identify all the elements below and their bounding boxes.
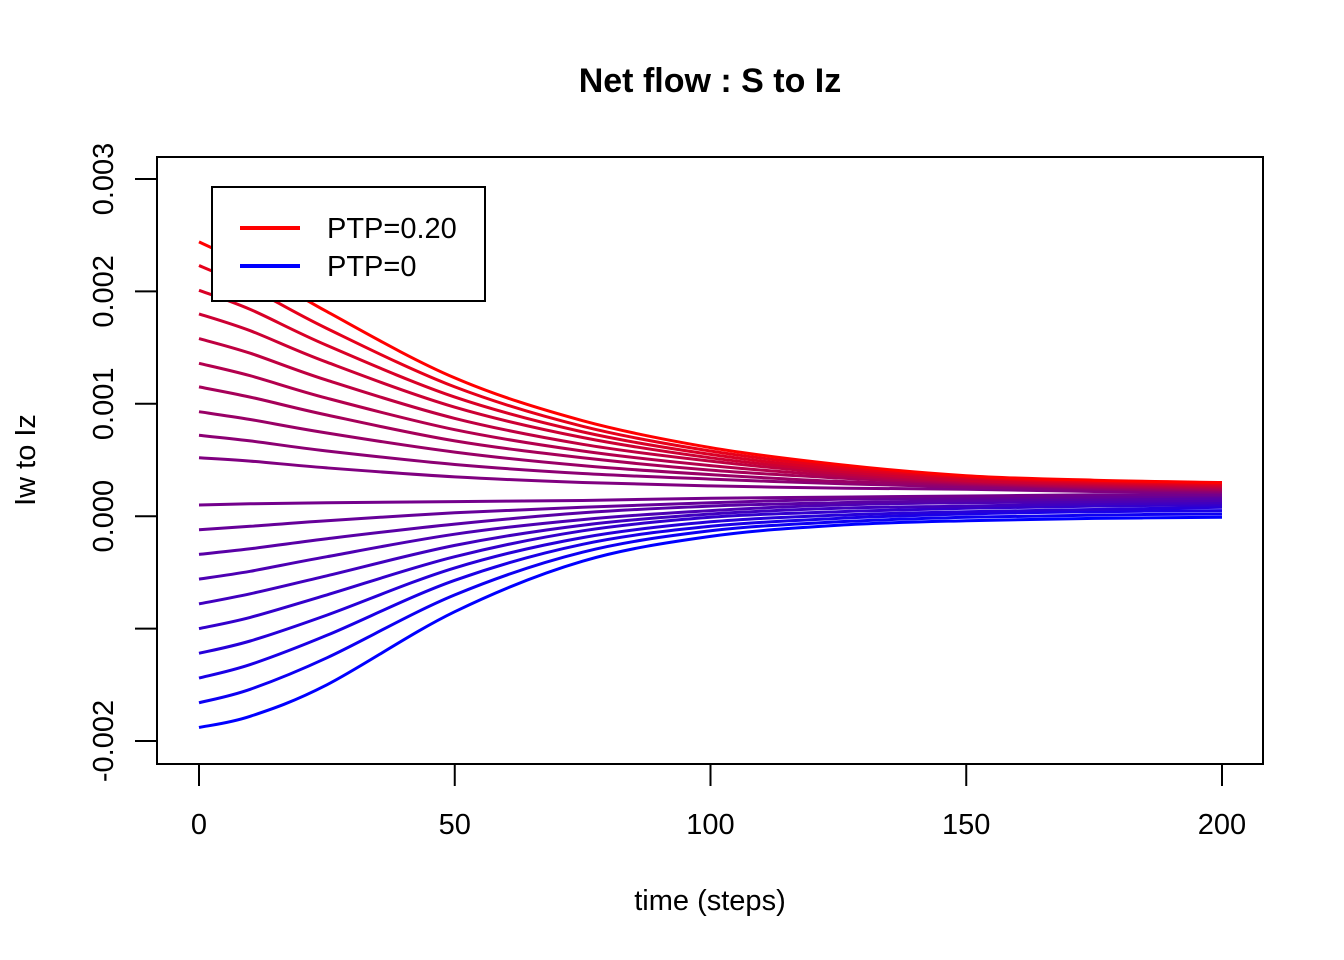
legend-label-ptp-020: PTP=0.20 bbox=[327, 213, 457, 245]
series-line-6 bbox=[198, 499, 1223, 581]
legend-box bbox=[211, 186, 486, 302]
series-line-5 bbox=[198, 501, 1223, 606]
y-tick-label: 0.003 bbox=[88, 143, 120, 216]
y-axis: -0.002 0.000 0.001 0.002 0.003 bbox=[88, 143, 158, 782]
x-tick-label: 50 bbox=[439, 809, 471, 841]
series-line-10 bbox=[198, 456, 1223, 495]
series-line-1 bbox=[198, 512, 1223, 705]
x-tick-label: 200 bbox=[1198, 809, 1246, 841]
series-line-0 bbox=[198, 515, 1223, 729]
series-line-11 bbox=[198, 433, 1223, 493]
series-line-16 bbox=[198, 312, 1223, 488]
series-line-7 bbox=[198, 496, 1223, 556]
series-line-2 bbox=[198, 509, 1223, 680]
series-line-9 bbox=[198, 493, 1223, 507]
x-tick-label: 100 bbox=[686, 809, 734, 841]
y-tick-label: 0.001 bbox=[88, 368, 120, 441]
series-line-8 bbox=[198, 494, 1223, 532]
y-tick-label: 0.002 bbox=[88, 255, 120, 328]
series-line-19 bbox=[198, 240, 1223, 484]
x-tick-label: 0 bbox=[191, 809, 207, 841]
legend: PTP=0.20 PTP=0 bbox=[211, 186, 486, 302]
y-tick-label: 0.000 bbox=[88, 480, 120, 553]
chart-title: Net flow : S to Iz bbox=[579, 62, 842, 100]
x-tick-label: 150 bbox=[942, 809, 990, 841]
x-axis: 0 50 100 150 200 bbox=[191, 763, 1246, 841]
series-line-3 bbox=[198, 505, 1223, 655]
series-line-4 bbox=[198, 503, 1223, 631]
y-axis-label: Iw to Iz bbox=[10, 414, 42, 506]
y-tick-label: -0.002 bbox=[88, 700, 120, 782]
legend-label-ptp-0: PTP=0 bbox=[327, 251, 416, 283]
series-layer bbox=[198, 240, 1223, 729]
x-axis-label: time (steps) bbox=[634, 885, 785, 917]
